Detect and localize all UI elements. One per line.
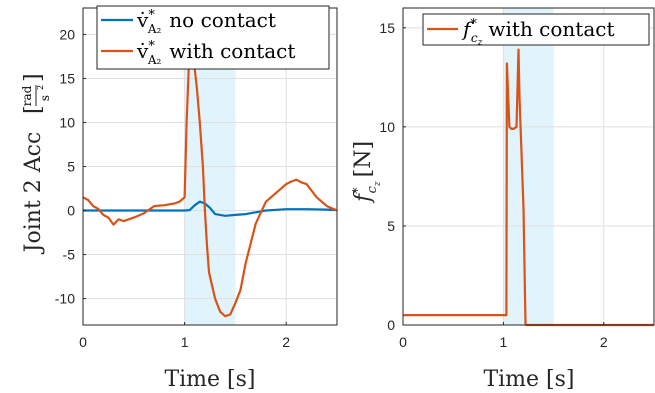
right-y-tick-label-0: 0 <box>387 317 395 333</box>
left-legend-label-1: v̇* A₂ no contact <box>136 8 276 36</box>
right-y-axis-label: f*cz[N] <box>351 141 383 204</box>
right-x-tick-label-0: 0 <box>399 334 407 350</box>
right-legend-box <box>422 13 650 46</box>
right-y-tick-label-2: 10 <box>379 119 395 135</box>
left-y-tick-label-0: -10 <box>55 291 75 307</box>
left-legend: v̇* A₂ no contact v̇* A₂ with contact <box>96 5 330 70</box>
left-y-unit-numerator: rad <box>20 85 34 106</box>
left-y-tick-label-1: -5 <box>63 247 76 263</box>
left-y-tick-label-2: 0 <box>67 203 75 219</box>
left-x-axis-label: Time [s] <box>164 367 255 392</box>
right-axes-frame <box>402 7 655 326</box>
right-x-tick-label-2: 2 <box>600 334 608 350</box>
right-legend: f* czwith contact <box>422 13 650 48</box>
left-y-axis-label-main: Joint 2 Acc <box>21 132 46 255</box>
right-y-tick-label-3: 15 <box>379 20 395 36</box>
left-x-tick-label-1: 1 <box>181 334 189 350</box>
right-shaded-span <box>503 8 554 325</box>
left-series-lines <box>82 42 338 318</box>
left-chart: 0 1 2 -10 -5 0 5 10 15 20 Time [s] Joint 2 Acc [ … <box>20 5 338 392</box>
left-y-unit-close-bracket: ] <box>21 73 46 82</box>
left-legend-entry-2: v̇* A₂ with contact <box>101 39 295 67</box>
left-legend-entry-1: v̇* A₂ no contact <box>101 8 276 36</box>
left-tick-labels: 0 1 2 -10 -5 0 5 10 15 20 <box>55 26 291 350</box>
left-x-tick-label-0: 0 <box>79 334 87 350</box>
left-legend-box <box>96 5 330 70</box>
right-y-tick-label-1: 5 <box>387 218 395 234</box>
left-x-tick-label-2: 2 <box>282 334 290 350</box>
left-y-unit-open-bracket: [ <box>21 105 46 114</box>
left-y-unit-denominator-exponent: 2 <box>36 85 45 90</box>
left-legend-label-2: v̇* A₂ with contact <box>136 39 295 67</box>
right-chart: 0 1 2 0 5 10 15 Time [s] f*cz[N] f* czwith cont… <box>351 7 655 392</box>
right-x-axis-label: Time [s] <box>483 367 574 392</box>
left-y-tick-label-6: 20 <box>59 26 75 42</box>
left-y-axis-label: Joint 2 Acc [ rad s 2 ] <box>20 73 52 254</box>
right-x-tick-label-1: 1 <box>500 334 508 350</box>
left-y-tick-label-3: 5 <box>67 159 75 175</box>
right-tick-labels: 0 1 2 0 5 10 15 <box>379 20 607 350</box>
left-series-line-1 <box>83 200 338 217</box>
left-y-unit-denominator: s <box>38 95 52 101</box>
left-series-line-2 <box>82 42 338 318</box>
left-y-tick-label-4: 10 <box>59 114 75 130</box>
right-y-axis-label-text: f*cz[N] <box>351 141 383 204</box>
right-legend-label-1: f* czwith contact <box>461 17 615 48</box>
left-y-tick-label-5: 15 <box>59 70 75 86</box>
